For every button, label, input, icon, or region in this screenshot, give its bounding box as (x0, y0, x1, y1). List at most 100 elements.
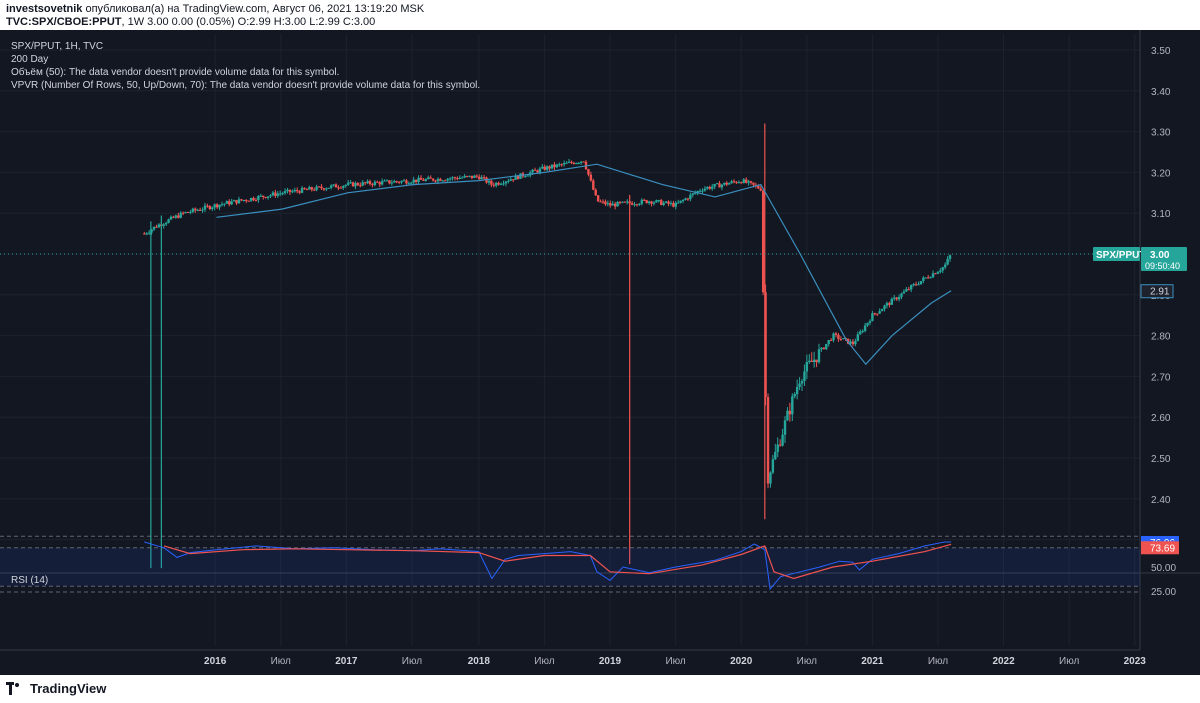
price-tick-label: 2.50 (1151, 454, 1171, 465)
candle-body (533, 169, 537, 171)
candle-body (572, 162, 576, 164)
candle-body (686, 198, 690, 200)
candle-body (579, 161, 583, 163)
author-name[interactable]: investsovetnik (6, 3, 83, 15)
time-tick-label: Июл (665, 656, 685, 667)
candle-body (681, 199, 685, 201)
price-chart[interactable]: 3.503.403.303.203.103.002.902.802.702.60… (0, 30, 1200, 675)
rsi-title[interactable]: RSI (14) (11, 575, 49, 586)
candle-body (876, 313, 879, 315)
legend-volume[interactable]: Объём (50): The data vendor doesn't prov… (11, 67, 340, 78)
rsi-tick-label: 50.00 (1151, 563, 1176, 574)
rsi-tick-label: 25.00 (1151, 587, 1176, 598)
rsi-ma-badge[interactable] (1141, 541, 1179, 555)
candle-body (507, 180, 510, 182)
published-info: опубликовал(а) на TradingView.com, Авгус… (85, 3, 425, 15)
candle-body (143, 233, 146, 235)
ma-value-badge[interactable] (1140, 284, 1174, 299)
candle-body (737, 182, 741, 184)
candle-body (223, 203, 226, 205)
candle-body (618, 201, 622, 203)
candle-body (368, 181, 372, 185)
candle-body (230, 201, 233, 205)
candle-body (565, 162, 568, 164)
candle-body (655, 200, 658, 203)
candle-body (162, 224, 165, 226)
candle-body (361, 182, 364, 186)
candle-body (863, 325, 867, 332)
candle-body (611, 203, 614, 206)
candle-body (198, 209, 202, 211)
candle-body (754, 184, 758, 186)
candle-body (832, 333, 835, 341)
quote-values: , 1W 3.00 0.00 (0.05%) O:2.99 H:3.00 L:2… (121, 16, 376, 28)
price-tick-label: 3.50 (1151, 46, 1171, 57)
candle-body (213, 204, 216, 208)
candle-body (184, 211, 187, 213)
candle-body (815, 359, 818, 363)
candle-body (378, 182, 381, 185)
candle-body (543, 166, 546, 170)
legend-symbol[interactable]: SPX/PPUT, 1H, TVC (11, 41, 104, 52)
candle-body (934, 273, 937, 275)
candle-body (150, 229, 153, 233)
candle-body (536, 170, 539, 173)
candle-body (761, 190, 765, 293)
candle-body (545, 166, 549, 170)
candle-body (732, 181, 736, 183)
candle-body (186, 211, 190, 213)
candle-body (524, 176, 527, 178)
tradingview-logo[interactable]: TradingView (6, 681, 106, 696)
candle-body (470, 175, 474, 178)
candle-body (283, 191, 287, 194)
candle-body (577, 162, 580, 164)
time-tick-label: 2021 (861, 656, 884, 667)
candle-body (582, 161, 585, 163)
candle-body (344, 184, 347, 186)
candle-body (444, 180, 447, 182)
time-tick-label: Июл (797, 656, 817, 667)
candle-body (155, 226, 158, 228)
candle-body (594, 189, 597, 196)
candle-body (679, 200, 682, 203)
candle-body (436, 178, 440, 182)
candle-body (480, 177, 483, 180)
candle-body (448, 178, 452, 180)
candle-body (939, 270, 942, 272)
candle-body (878, 311, 881, 314)
candle-body (667, 201, 670, 204)
candle-body (519, 173, 522, 179)
symbol-badge[interactable] (1093, 247, 1140, 261)
candle-body (492, 184, 495, 186)
candle-body (286, 189, 289, 192)
candle-body (196, 209, 199, 211)
candle-body (788, 410, 792, 415)
last-price-badge[interactable] (1141, 247, 1187, 271)
candle-body (312, 189, 316, 191)
candle-body (757, 185, 760, 189)
candle-body (740, 182, 743, 184)
candle-body (152, 226, 156, 230)
time-tick-label: 2022 (992, 656, 1015, 667)
candle-body (548, 166, 551, 169)
candle-body (851, 341, 855, 345)
candle-body (458, 177, 462, 180)
candle-body (931, 273, 935, 278)
candle-body (829, 340, 833, 342)
ma-value-label: 2.91 (1150, 287, 1170, 298)
candle-body (596, 195, 600, 202)
candle-body (334, 184, 338, 188)
candle-body (174, 215, 178, 218)
candle-body (567, 161, 571, 163)
candle-body (650, 201, 653, 204)
legend-ma[interactable]: 200 Day (11, 54, 49, 65)
candle-body (575, 162, 578, 164)
candle-body (820, 347, 823, 350)
legend-vpvr[interactable]: VPVR (Number Of Rows, 50, Up/Down, 70): … (11, 80, 481, 91)
candle-body (157, 224, 161, 228)
candle-body (613, 203, 617, 207)
price-tick-label: 3.20 (1151, 168, 1171, 179)
candle-body (245, 199, 248, 201)
candle-body (232, 200, 236, 202)
time-tick-label: Июл (271, 656, 291, 667)
